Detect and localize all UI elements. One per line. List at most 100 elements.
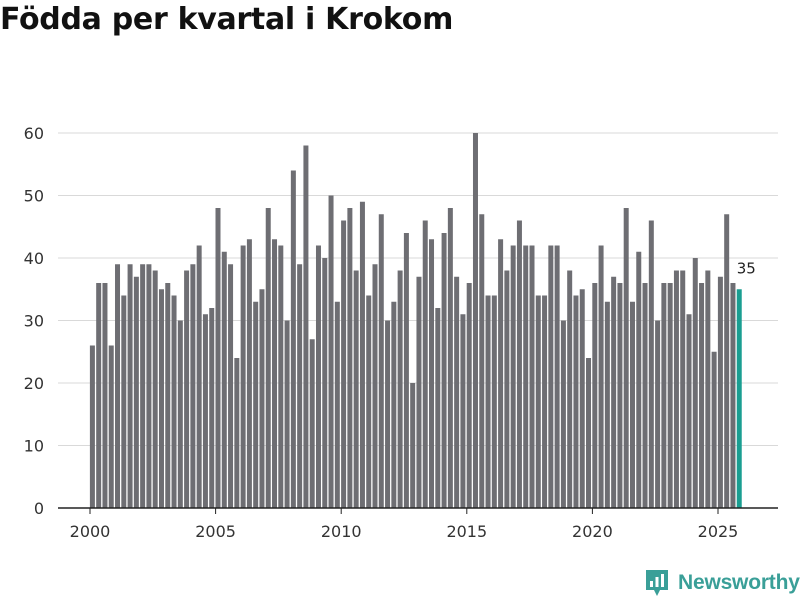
chart-title: Födda per kvartal i Krokom: [0, 2, 454, 37]
bar: [209, 308, 215, 508]
bar: [246, 239, 252, 508]
bar: [510, 245, 516, 508]
bar: [573, 295, 579, 508]
bar: [366, 295, 372, 508]
bar: [234, 358, 240, 508]
bar: [611, 276, 617, 508]
bar: [711, 351, 717, 508]
bar: [378, 214, 384, 508]
bar: [303, 145, 309, 508]
y-tick-label: 60: [24, 124, 44, 143]
bar: [516, 220, 522, 508]
bar: [221, 251, 227, 508]
bar: [215, 208, 221, 508]
bar: [102, 283, 108, 508]
bar: [391, 301, 397, 508]
bar: [177, 320, 183, 508]
bar: [253, 301, 259, 508]
bar: [297, 264, 303, 508]
bar: [121, 295, 127, 508]
bar: [165, 283, 171, 508]
bar: [441, 233, 447, 508]
bar: [592, 283, 598, 508]
bar: [140, 264, 146, 508]
bar: [655, 320, 661, 508]
bar: [629, 301, 635, 508]
bar: [133, 276, 139, 508]
bar: [498, 239, 504, 508]
bar: [309, 339, 315, 508]
newsworthy-logo-icon: [646, 570, 668, 596]
y-tick-label: 40: [24, 249, 44, 268]
y-tick-label: 0: [34, 499, 44, 518]
x-tick-label: 2025: [698, 522, 739, 541]
bar: [692, 258, 698, 508]
bar-layer: [89, 133, 742, 508]
bar: [479, 214, 485, 508]
bar: [429, 239, 435, 508]
y-tick-label: 30: [24, 312, 44, 331]
bar: [315, 245, 321, 508]
bar: [529, 245, 535, 508]
bar: [416, 276, 422, 508]
bar: [341, 220, 347, 508]
x-tick-label: 2015: [446, 522, 487, 541]
bar: [617, 283, 623, 508]
bar: [184, 270, 190, 508]
bar: [259, 289, 265, 508]
y-tick-label: 10: [24, 437, 44, 456]
bar: [542, 295, 548, 508]
bar: [504, 270, 510, 508]
bar: [686, 314, 692, 508]
bar: [171, 295, 177, 508]
bar: [322, 258, 328, 508]
bar: [485, 295, 491, 508]
bar: [202, 314, 208, 508]
bar: [724, 214, 730, 508]
bar: [680, 270, 686, 508]
bar: [523, 245, 529, 508]
bar: [158, 289, 164, 508]
bar: [108, 345, 114, 508]
bar: [422, 220, 428, 508]
bar: [661, 283, 667, 508]
bar: [272, 239, 278, 508]
bar: [642, 283, 648, 508]
bar: [96, 283, 102, 508]
bar: [228, 264, 234, 508]
bar: [586, 358, 592, 508]
bar: [730, 283, 736, 508]
bar: [196, 245, 202, 508]
bar: [535, 295, 541, 508]
bar: [447, 208, 453, 508]
bar: [598, 245, 604, 508]
bar: [290, 170, 296, 508]
bar: [265, 208, 271, 508]
bar: [466, 283, 472, 508]
bar-highlight: [736, 289, 742, 508]
bar: [190, 264, 196, 508]
bar: [334, 301, 340, 508]
bar: [152, 270, 158, 508]
bar: [410, 383, 416, 508]
bar: [460, 314, 466, 508]
bar: [353, 270, 359, 508]
brand-name: Newsworthy: [678, 571, 800, 594]
bar: [240, 245, 246, 508]
bar: [667, 283, 673, 508]
highlight-value-label: 35: [737, 259, 756, 277]
bar: [673, 270, 679, 508]
bar: [89, 345, 95, 508]
bar: [403, 233, 409, 508]
bar: [491, 295, 497, 508]
bar: [359, 201, 365, 508]
bar: [397, 270, 403, 508]
bar: [454, 276, 460, 508]
bar: [567, 270, 573, 508]
x-tick-label: 2020: [572, 522, 613, 541]
bar: [127, 264, 133, 508]
bar: [347, 208, 353, 508]
y-tick-label: 20: [24, 374, 44, 393]
bar: [648, 220, 654, 508]
brand-logo: Newsworthy: [644, 568, 800, 598]
